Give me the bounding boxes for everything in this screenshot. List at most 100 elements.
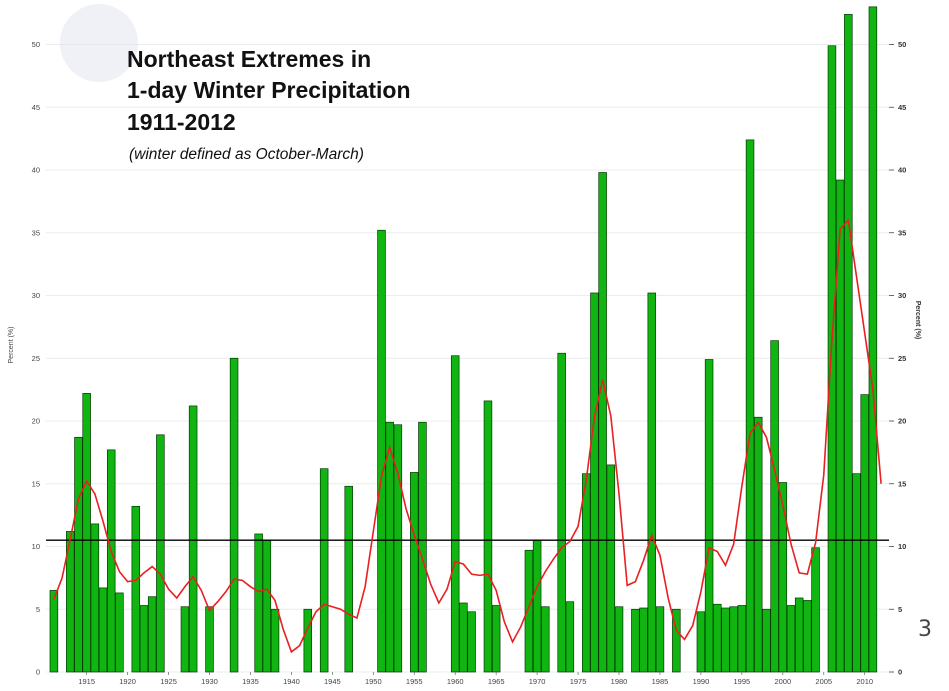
bar	[483, 400, 493, 673]
bar	[344, 485, 353, 673]
y-tick-label-left: 5	[36, 605, 40, 614]
x-tick-label: 1980	[611, 677, 628, 686]
left-y-axis-label: Percent (%)	[8, 327, 15, 364]
bar	[770, 340, 779, 673]
bar	[655, 606, 665, 673]
x-tick-label: 1965	[488, 677, 505, 686]
bar	[262, 539, 272, 673]
bar	[229, 357, 239, 673]
bar	[844, 14, 853, 673]
bar	[66, 531, 75, 673]
bar	[647, 292, 657, 673]
x-tick-label: 2000	[774, 677, 791, 686]
bar	[139, 605, 149, 673]
bar	[590, 292, 599, 673]
bar	[385, 421, 394, 673]
bar	[319, 468, 329, 673]
bar	[778, 482, 788, 673]
bar	[410, 472, 419, 673]
bar	[868, 6, 878, 673]
chart-title-line-3: 1911-2012	[127, 109, 236, 135]
bar	[98, 587, 108, 673]
bar	[639, 607, 648, 673]
bar	[745, 139, 755, 673]
chart-title-line-2: 1-day Winter Precipitation	[127, 77, 411, 103]
y-tick-label-left: 15	[32, 479, 40, 488]
bar	[131, 505, 141, 673]
y-tick-label-right: 5	[898, 605, 902, 614]
bar	[803, 600, 812, 673]
y-tick-label-left: 25	[32, 354, 40, 363]
trend-line	[53, 218, 882, 654]
bar	[467, 611, 476, 673]
x-tick-label: 1920	[119, 677, 136, 686]
y-tick-label-left: 10	[32, 542, 40, 551]
y-tick-label-left: 20	[32, 417, 40, 426]
bar	[270, 608, 280, 673]
x-tick-label: 1945	[324, 677, 341, 686]
bar	[377, 229, 386, 673]
bar	[729, 606, 738, 673]
bar	[147, 596, 157, 673]
bar	[115, 592, 124, 673]
bar	[696, 611, 706, 673]
bar	[524, 549, 534, 673]
gridlines	[46, 44, 889, 673]
bar	[82, 393, 91, 673]
left-y-axis: 0 5 10 15 20 25 30 35 40 45 50	[32, 40, 40, 677]
x-tick-label: 1985	[652, 677, 669, 686]
bar	[827, 45, 837, 673]
bar	[303, 608, 313, 673]
bar	[90, 523, 100, 673]
x-tick-label: 1915	[78, 677, 95, 686]
bar	[418, 421, 427, 673]
x-tick-label: 1995	[734, 677, 751, 686]
bar	[672, 608, 681, 673]
bar	[713, 603, 722, 673]
bar	[532, 539, 542, 673]
bar	[459, 602, 468, 673]
x-tick-label: 1950	[365, 677, 382, 686]
y-tick-label-left: 0	[36, 668, 40, 677]
bar	[565, 601, 575, 673]
x-tick-label: 1970	[529, 677, 546, 686]
bar	[811, 547, 820, 673]
x-tick-label: 1955	[406, 677, 423, 686]
y-tick-label-left: 35	[32, 228, 40, 237]
bar	[762, 608, 771, 673]
y-tick-label-right: 0	[898, 668, 902, 677]
x-tick-label: 1930	[201, 677, 218, 686]
bar	[106, 449, 116, 673]
y-tick-label-left: 40	[32, 166, 40, 175]
bar	[794, 597, 804, 673]
bar	[835, 179, 845, 673]
bar	[598, 172, 607, 673]
y-tick-label-right: 20	[898, 417, 906, 426]
y-tick-label-right: 40	[898, 166, 906, 175]
bar	[74, 436, 83, 673]
x-tick-label: 2005	[815, 677, 832, 686]
y-tick-label-left: 45	[32, 103, 40, 112]
bar	[393, 424, 403, 673]
y-tick-label-left: 30	[32, 291, 40, 300]
bar	[582, 473, 591, 673]
x-tick-label: 1940	[283, 677, 300, 686]
bar	[852, 473, 861, 673]
bar	[860, 394, 869, 673]
right-y-axis: 0 5 10 15 20 25 30 35 40 45 50	[889, 40, 906, 677]
bar	[614, 606, 624, 673]
bar	[606, 464, 616, 673]
y-tick-label-right: 30	[898, 291, 906, 300]
y-tick-label-right: 25	[898, 354, 906, 363]
bar	[205, 606, 214, 673]
bar	[180, 606, 190, 673]
x-tick-label: 1990	[693, 677, 710, 686]
bar	[254, 533, 263, 673]
y-tick-label-right: 10	[898, 542, 906, 551]
bar	[737, 605, 747, 673]
bar	[557, 352, 566, 673]
x-tick-label: 2010	[856, 677, 873, 686]
bar	[491, 605, 501, 673]
bar	[721, 607, 730, 673]
right-y-axis-label: Percent (%)	[914, 301, 921, 340]
